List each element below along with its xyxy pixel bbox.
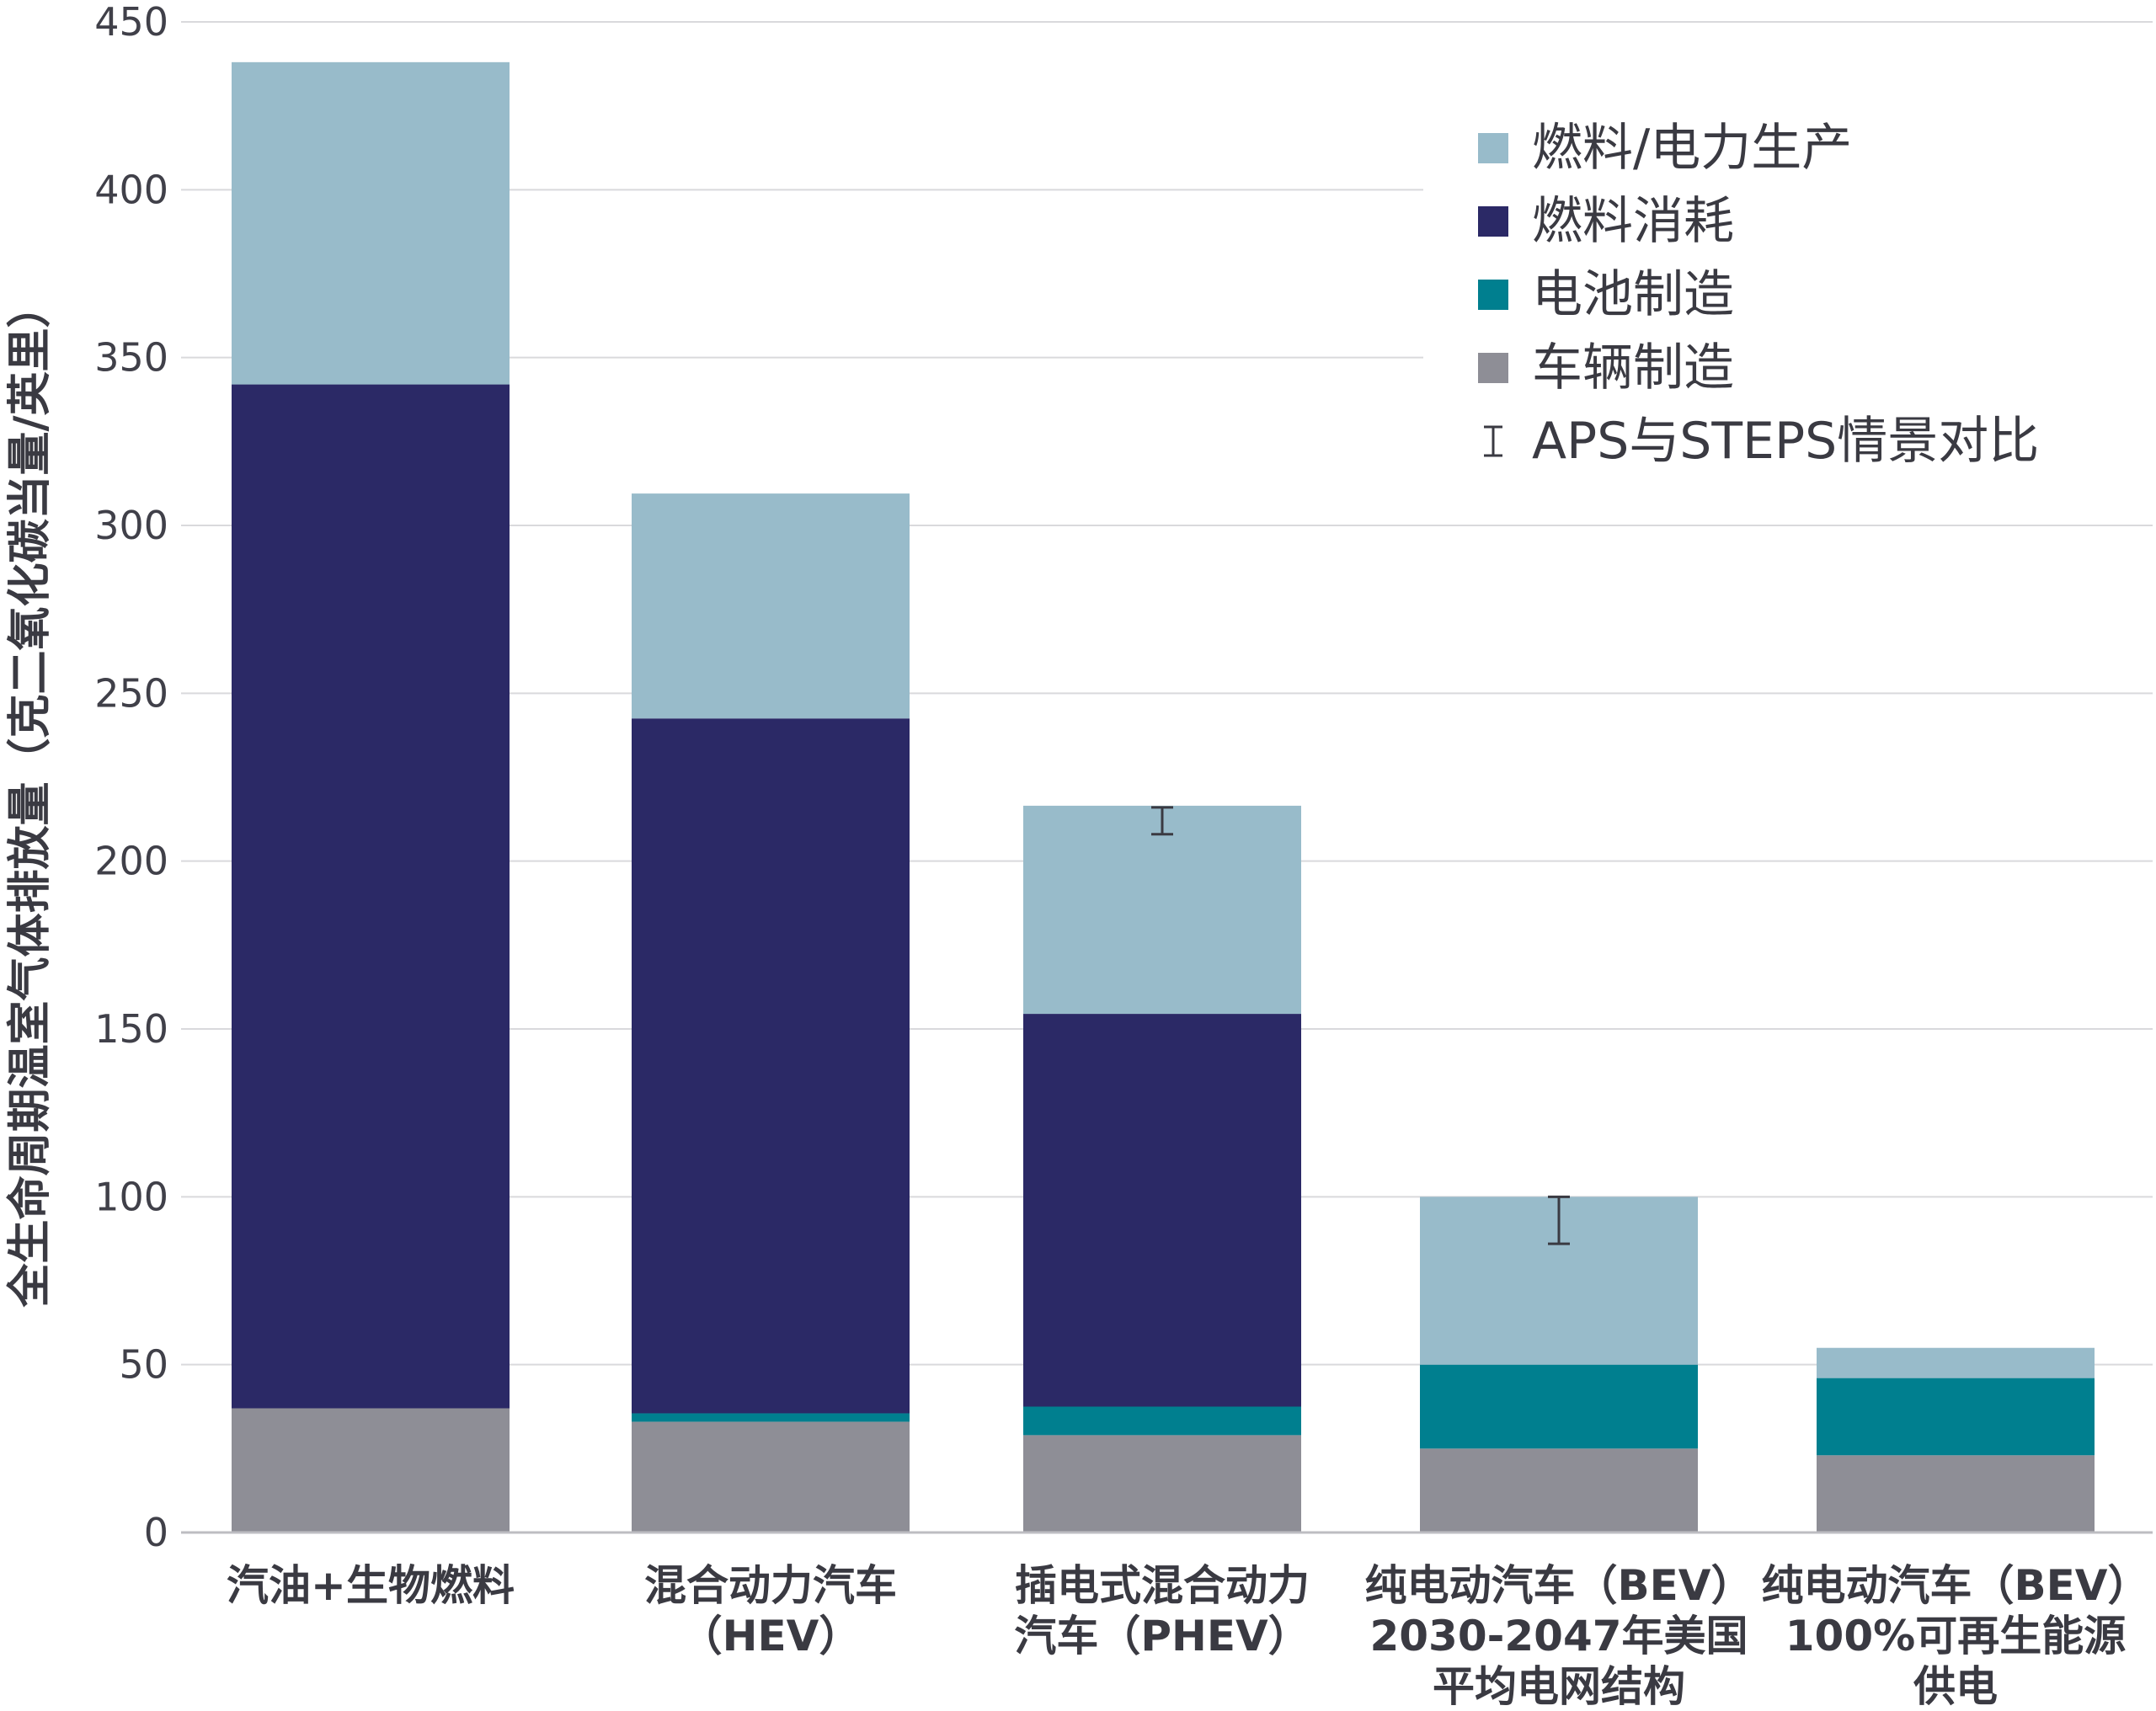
legend-item: 燃料消耗	[1478, 192, 1734, 251]
y-tick-label: 50	[119, 1342, 168, 1388]
x-category-label: 插电式混合动力	[1015, 1561, 1310, 1610]
x-category-label: 纯电动汽车（BEV）	[1365, 1561, 1753, 1610]
legend-item: 车辆制造	[1478, 338, 1734, 397]
error-bars	[1151, 806, 1570, 1245]
x-category-label: （HEV）	[680, 1612, 862, 1660]
x-category-label: 100%可再生能源	[1785, 1612, 2126, 1660]
legend-item: 电池制造	[1478, 265, 1734, 324]
y-tick-label: 300	[94, 503, 168, 548]
bars	[232, 61, 2095, 1532]
bar-segment	[632, 718, 910, 1414]
x-category-label: 平均电网结构	[1433, 1662, 1685, 1708]
bar-segment	[1023, 805, 1301, 1015]
x-category-label: 混合动力汽车	[644, 1561, 897, 1610]
legend-label: 电池制造	[1532, 265, 1734, 324]
gridlines	[181, 21, 2153, 1366]
bar-segment	[632, 1413, 910, 1422]
bar-segment	[632, 1421, 910, 1532]
bar-segment	[1817, 1347, 2095, 1378]
legend-swatch	[1478, 133, 1508, 163]
x-category-label: 汽油+生物燃料	[227, 1561, 515, 1610]
y-tick-label: 350	[94, 335, 168, 381]
x-category-label: 纯电动汽车（BEV）	[1762, 1561, 2150, 1610]
legend-label: 燃料消耗	[1532, 192, 1734, 251]
y-tick-label: 200	[94, 839, 168, 884]
x-category-label: 供电	[1913, 1662, 1998, 1708]
legend-label: APS与STEPS情景对比	[1532, 412, 2039, 471]
bar-segment	[1817, 1378, 2095, 1456]
legend-swatch	[1478, 353, 1508, 383]
bar-segment	[1420, 1448, 1698, 1532]
bar-segment	[232, 384, 510, 1409]
y-tick-label: 450	[94, 0, 168, 45]
legend-label: 燃料/电力生产	[1532, 119, 1852, 178]
y-axis-title: 全生命周期温室气体排放量（克二氧化碳当量/英里）	[5, 285, 56, 1309]
x-category-label: 2030-2047年美国	[1369, 1612, 1748, 1660]
bar-segment	[1420, 1364, 1698, 1449]
bar-segment	[232, 61, 510, 385]
y-tick-label: 0	[144, 1510, 168, 1555]
legend-swatch	[1478, 206, 1508, 237]
bar-segment	[1023, 1014, 1301, 1407]
bar-segment	[1023, 1435, 1301, 1532]
y-tick-label: 100	[94, 1174, 168, 1219]
x-category-label: 汽车（PHEV）	[1014, 1612, 1310, 1660]
legend-item-error-bar: APS与STEPS情景对比	[1484, 412, 2039, 471]
legend-item: 燃料/电力生产	[1478, 119, 1852, 178]
error-bar	[1548, 1195, 1570, 1245]
legend-swatch	[1478, 280, 1508, 310]
bar-segment	[232, 1408, 510, 1532]
y-tick-label: 150	[94, 1006, 168, 1052]
y-tick-label: 250	[94, 670, 168, 716]
y-tick-label: 400	[94, 167, 168, 212]
axis: 0 50 100 150 200 250 300 350 400 450	[94, 0, 2153, 1555]
error-bar	[1151, 806, 1173, 836]
error-bar-icon	[1484, 425, 1502, 457]
bar-segment	[1817, 1455, 2095, 1532]
legend-label: 车辆制造	[1532, 338, 1734, 397]
bar-segment	[632, 493, 910, 719]
bar-segment	[1023, 1406, 1301, 1436]
